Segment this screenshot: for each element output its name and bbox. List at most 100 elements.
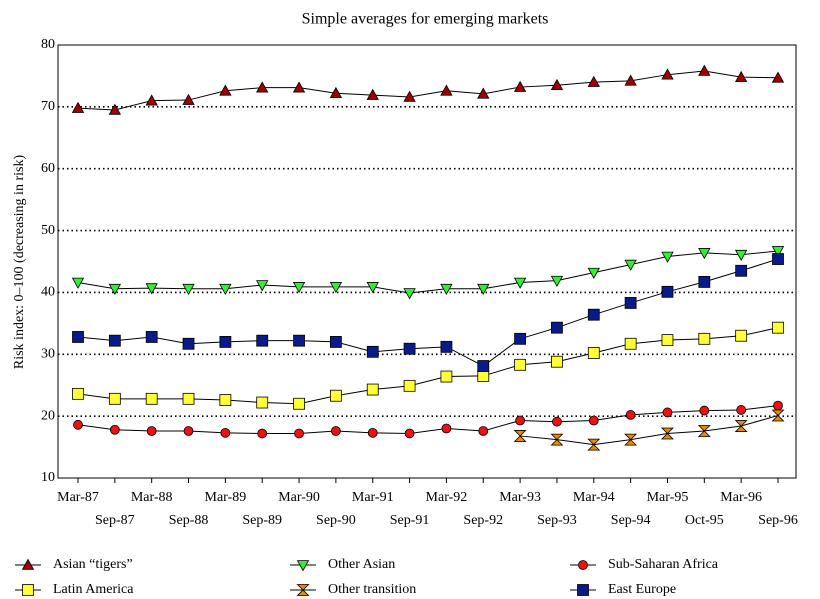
point — [587, 267, 600, 279]
point — [367, 427, 378, 438]
x-tick-label: Sep-88 — [169, 513, 209, 528]
point — [624, 337, 637, 350]
point — [587, 347, 600, 359]
point — [624, 433, 638, 446]
point — [440, 370, 453, 383]
point — [329, 86, 343, 99]
point — [661, 427, 674, 440]
x-tick-label: Sep-89 — [242, 513, 282, 528]
y-tick-label: 60 — [41, 161, 55, 176]
legend-marker — [577, 584, 589, 596]
point — [108, 283, 122, 296]
y-tick-label: 30 — [41, 347, 55, 362]
y-tick-label: 80 — [41, 37, 55, 52]
point — [513, 430, 527, 442]
point — [771, 71, 785, 83]
point — [293, 397, 305, 410]
series-line — [77, 405, 779, 434]
point — [587, 438, 601, 451]
legend-item: Other transition — [290, 582, 416, 597]
point — [366, 282, 379, 294]
point — [773, 400, 783, 411]
point — [477, 360, 490, 372]
point — [71, 277, 85, 289]
point — [661, 285, 674, 298]
point — [698, 64, 711, 76]
y-tick-label: 40 — [41, 285, 55, 300]
y-tick-label: 70 — [41, 99, 55, 114]
point — [514, 332, 527, 345]
series-line — [77, 258, 779, 367]
point — [146, 426, 157, 436]
y-axis-label: Risk index: 0–100 (decreasing in risk) — [12, 155, 27, 370]
x-tick-label: Mar-94 — [573, 490, 615, 505]
point — [366, 345, 379, 358]
point — [551, 321, 563, 334]
point — [219, 336, 232, 348]
legend-label: Latin America — [53, 582, 134, 597]
point — [662, 407, 673, 418]
point — [293, 334, 305, 347]
x-tick-label: Sep-90 — [316, 513, 356, 528]
point — [513, 277, 527, 289]
point — [220, 427, 231, 438]
chart-title: Simple averages for emerging markets — [302, 11, 549, 28]
point — [72, 331, 84, 343]
legend-item: Latin America — [15, 582, 134, 597]
x-tick-label: Sep-93 — [537, 513, 577, 528]
legend-marker — [22, 584, 34, 596]
x-tick-label: Mar-96 — [720, 490, 762, 505]
point — [219, 84, 232, 96]
legend-item: East Europe — [570, 582, 676, 597]
legend-label: Other transition — [328, 582, 416, 597]
x-tick-label: Sep-87 — [95, 513, 135, 528]
point — [661, 334, 674, 346]
series-line — [77, 327, 779, 405]
point — [735, 264, 748, 277]
point — [624, 259, 637, 271]
x-tick-label: Mar-90 — [278, 490, 320, 505]
point — [440, 340, 453, 353]
point — [736, 405, 747, 415]
point — [441, 423, 452, 434]
point — [440, 84, 453, 96]
point — [256, 396, 269, 409]
point — [772, 253, 784, 265]
point — [734, 420, 748, 432]
x-tick-label: Mar-91 — [352, 490, 394, 505]
x-tick-label: Mar-95 — [647, 490, 689, 505]
point — [477, 283, 490, 296]
point — [366, 88, 379, 100]
y-tick-label: 50 — [41, 223, 55, 238]
point — [734, 249, 748, 262]
point — [108, 334, 121, 347]
point — [661, 251, 674, 263]
legend-label: Asian “tigers” — [53, 557, 133, 572]
point — [550, 433, 564, 446]
legend-marker — [578, 560, 588, 570]
point — [294, 428, 304, 439]
point — [108, 392, 121, 405]
legend-item: Asian “tigers” — [15, 557, 133, 572]
legend-marker — [296, 584, 310, 596]
point — [182, 392, 195, 405]
y-tick-label: 10 — [41, 470, 55, 485]
point — [550, 275, 564, 287]
x-tick-label: Oct-95 — [685, 513, 724, 528]
point — [552, 416, 562, 427]
point — [145, 331, 158, 343]
point — [329, 336, 342, 348]
legend-label: Other Asian — [328, 557, 395, 572]
point — [73, 419, 83, 430]
point — [624, 74, 637, 86]
point — [145, 392, 158, 405]
point — [771, 246, 785, 258]
series-line — [520, 415, 779, 446]
point — [587, 308, 600, 321]
x-tick-label: Mar-92 — [426, 490, 468, 505]
point — [404, 428, 415, 439]
point — [256, 81, 269, 93]
plot-frame — [57, 44, 797, 479]
point — [588, 415, 599, 426]
point — [182, 283, 195, 296]
